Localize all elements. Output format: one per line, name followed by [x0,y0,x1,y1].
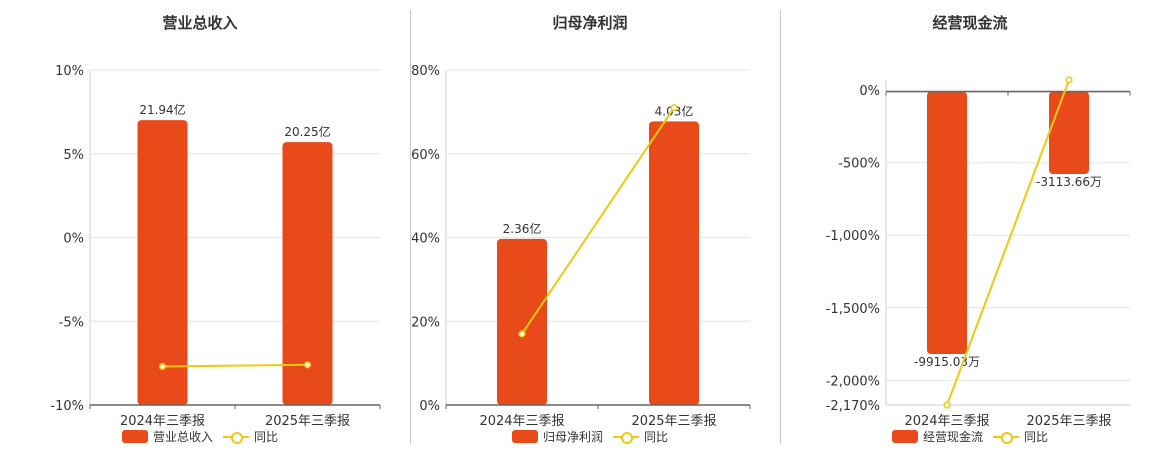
y-tick-label: -2,170% [826,399,880,414]
chart-title: 营业总收入 [162,14,238,32]
legend-yoy-item[interactable]: 同比 [613,428,668,445]
bar [927,91,967,355]
yoy-point [158,362,167,371]
x-tick-label: 2024年三季报 [479,414,564,429]
legend-yoy-item[interactable]: 同比 [223,428,278,445]
yoy-line [521,107,675,335]
legend-yoy-label: 同比 [644,430,669,444]
cash-flow-panel: 经营现金流 0% -500% -1,000% -1,500% -2,000% -2,170… [780,0,1160,450]
chart-title: 归母净利润 [552,14,628,32]
legend-bar-item[interactable]: 营业总收入 [121,428,213,445]
bar [137,120,188,406]
x-tick-label: 2024年三季报 [120,414,205,429]
y-tick-label: 80% [411,64,440,79]
y-tick-label: 0% [419,399,440,414]
divider [780,10,781,444]
x-tick-label: 2025年三季报 [265,414,350,429]
y-tick-label: 40% [411,232,440,247]
legend-bar-label: 经营现金流 [922,430,983,444]
yoy-point [670,104,678,112]
y-tick-label: -5% [59,315,84,330]
legend-line-swatch [223,430,249,444]
yoy-line [946,79,1070,406]
legend-bar-swatch [891,430,918,443]
net-profit-panel: 归母净利润 80% 60% 40% 20% 0% 2.36亿 4.03亿 2024年三季报 20… [400,0,780,450]
x-tick-label: 2024年三季报 [904,414,989,429]
cash-flow-chart: 0% -500% -1,000% -1,500% -2,000% -2,170% -9915… [826,76,1131,429]
legend-bar-item[interactable]: 经营现金流 [891,428,983,445]
chart-legend: 营业总收入 同比 [0,428,400,445]
legend-bar-label: 营业总收入 [152,430,213,444]
y-tick-label: -500% [838,157,880,172]
legend-bar-item[interactable]: 归母净利润 [511,428,603,445]
revenue-chart: 10% 5% 0% -5% -10% 21.94亿 20.25亿 2024年三季报 2025年三… [50,64,381,429]
bar [649,121,699,406]
x-tick-label: 2025年三季报 [1026,414,1111,429]
legend-bar-swatch [121,430,148,443]
chart-legend: 归母净利润 同比 [400,428,780,445]
bar [497,238,547,405]
chart-legend: 经营现金流 同比 [780,428,1160,445]
legend-line-swatch [993,430,1019,444]
legend-bar-label: 归母净利润 [542,430,603,444]
legend-yoy-item[interactable]: 同比 [993,428,1048,445]
bar-data-label: -9915.03万 [914,355,980,369]
bar [282,142,333,405]
bar-data-label: -3113.66万 [1036,175,1102,189]
chart-title: 经营现金流 [932,14,1008,32]
y-tick-label: 0% [63,232,84,247]
x-tick-label: 2025年三季报 [631,414,716,429]
yoy-point [943,401,951,409]
yoy-point [1065,76,1073,84]
yoy-point [303,361,312,369]
bar-data-label: 2.36亿 [503,221,542,236]
y-tick-label: -1,000% [826,229,880,244]
divider [410,10,411,444]
legend-bar-swatch [511,430,538,443]
legend-line-swatch [613,430,639,444]
y-tick-label: 0% [859,84,880,99]
y-tick-label: -2,000% [826,374,880,389]
yoy-line [162,363,308,368]
y-tick-label: 20% [411,315,440,330]
y-tick-label: 5% [63,148,84,163]
bar [1049,91,1089,174]
legend-yoy-label: 同比 [1024,430,1049,444]
yoy-point [518,330,526,338]
y-tick-label: -1,500% [826,302,880,317]
bar-data-label: 20.25亿 [284,124,330,139]
revenue-panel: 营业总收入 10% 5% 0% -5% -10% 21.94亿 20.25亿 2024年三季报… [0,0,400,450]
y-tick-label: -10% [50,399,84,414]
legend-yoy-label: 同比 [254,430,279,444]
y-tick-label: 60% [411,148,440,163]
y-tick-label: 10% [55,64,84,79]
bar-data-label: 21.94亿 [139,102,185,117]
